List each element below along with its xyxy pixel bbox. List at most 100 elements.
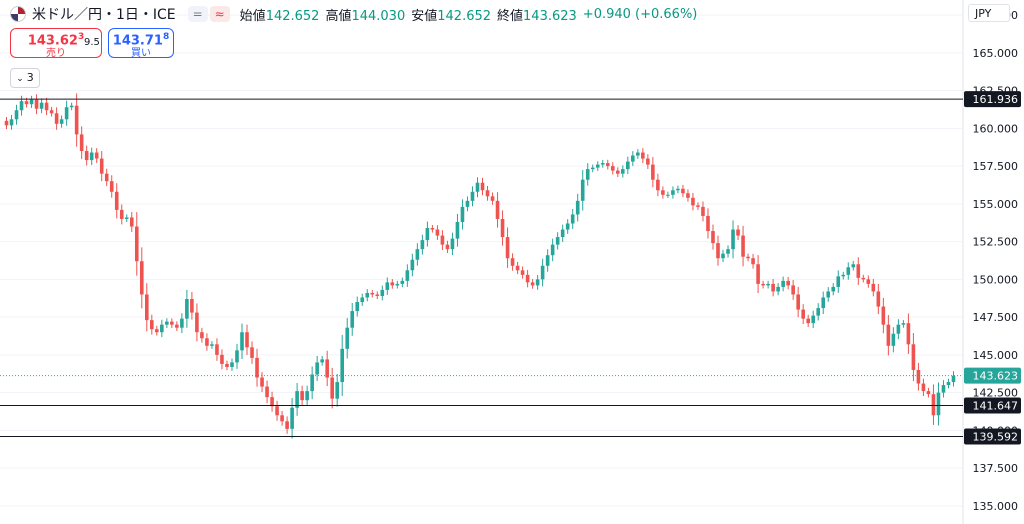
open-label: 始値 <box>239 8 266 24</box>
candle-body <box>295 391 299 408</box>
candle-body <box>535 279 540 286</box>
candle-body <box>520 270 525 275</box>
candle-body <box>370 292 375 295</box>
y-tick-label: 137.500 <box>973 462 1019 475</box>
candle-body <box>395 283 400 286</box>
candle-body <box>671 190 675 195</box>
candle-body <box>285 421 289 429</box>
candle-body <box>270 397 274 407</box>
candle-body <box>114 191 119 210</box>
candle-body <box>801 309 805 319</box>
candle-body <box>355 302 360 312</box>
candle-body <box>79 134 84 152</box>
candle-body <box>465 200 470 207</box>
y-tick-label: 155.000 <box>973 198 1019 211</box>
candle-body <box>29 99 34 105</box>
candle-body <box>54 113 59 124</box>
candle-body <box>235 350 239 363</box>
candle-body <box>891 333 896 346</box>
candle-body <box>726 249 730 254</box>
candle-body <box>555 237 560 245</box>
sell-button[interactable]: 143.623 売り <box>10 28 102 60</box>
candle-body <box>711 231 715 244</box>
candle-body <box>731 229 735 250</box>
candle-body <box>165 321 169 325</box>
symbol-title[interactable]: 米ドル／円・1日・ICE <box>32 7 176 23</box>
candle-body <box>310 374 314 392</box>
close-value: 終値143.623 <box>497 8 577 24</box>
candle-body <box>275 406 279 416</box>
line-label-box <box>964 91 1021 108</box>
candle-body <box>691 197 695 206</box>
candle-body <box>124 217 129 219</box>
indicator-collapse-button[interactable]: ⌄ 3 <box>10 68 40 88</box>
candle-body <box>525 274 530 283</box>
candle-body <box>751 258 755 265</box>
y-tick-label: 147.500 <box>973 311 1019 324</box>
candle-body <box>926 391 931 395</box>
candle-body <box>841 274 846 277</box>
high-label: 高値 <box>325 8 352 24</box>
candle-body <box>896 324 901 334</box>
candle-body <box>701 206 705 216</box>
candle-body <box>911 344 916 370</box>
candle-body <box>119 209 124 219</box>
candle-body <box>756 264 760 284</box>
chart-legend: 米ドル／円・1日・ICE = ≈ 始値142.652 高値144.030 安値1… <box>10 4 697 24</box>
chart-type-pill[interactable]: = ≈ <box>187 6 230 22</box>
candle-body <box>781 280 785 287</box>
candle-body <box>681 188 685 194</box>
candle-body <box>610 166 615 171</box>
candle-body <box>776 286 780 292</box>
candle-body <box>59 119 64 124</box>
candle-body <box>696 205 700 207</box>
candle-body <box>530 282 535 286</box>
candle-body <box>706 215 710 232</box>
candle-body <box>831 286 836 292</box>
candle-body <box>510 258 515 266</box>
candle-body <box>210 344 214 346</box>
buy-button[interactable]: 143.718 買い <box>108 28 174 59</box>
candle-body <box>871 283 876 292</box>
candle-body <box>180 318 184 328</box>
candle-body <box>686 193 690 198</box>
candle-body <box>716 243 720 259</box>
y-tick-label: 160.000 <box>973 122 1019 135</box>
candle-body <box>651 164 655 180</box>
candle-body <box>44 102 49 111</box>
candle-body <box>24 101 29 105</box>
candle-body <box>129 217 134 227</box>
candle-body <box>9 119 14 126</box>
pill-right-icon[interactable]: ≈ <box>209 6 230 22</box>
candle-body <box>886 324 891 346</box>
pill-left-icon[interactable]: = <box>187 6 208 22</box>
y-tick-label: 152.500 <box>973 236 1019 249</box>
candle-body <box>565 223 570 230</box>
candle-body <box>134 226 139 262</box>
candle-body <box>305 391 309 401</box>
candle-body <box>936 392 941 416</box>
candle-body <box>480 182 485 191</box>
candle-body <box>590 167 595 170</box>
low-value: 安値142.652 <box>411 8 492 24</box>
candle-body <box>435 229 440 236</box>
sell-label: 売り <box>46 48 66 60</box>
candle-body <box>220 354 224 364</box>
candle-body <box>500 218 505 238</box>
candle-body <box>901 323 906 325</box>
candle-body <box>445 244 450 250</box>
candle-body <box>320 359 324 363</box>
y-tick-label: 165.000 <box>973 47 1019 60</box>
candle-body <box>585 169 590 180</box>
candle-body <box>515 265 520 271</box>
candle-body <box>350 311 355 328</box>
currency-selector[interactable]: JPY <box>968 4 1010 22</box>
candle-body <box>876 291 881 307</box>
spread-value: 9.5 <box>84 37 100 48</box>
candle-body <box>245 332 249 348</box>
y-tick-label: 145.000 <box>973 349 1019 362</box>
candle-body <box>380 289 385 296</box>
candle-body <box>155 329 159 333</box>
candle-body <box>190 298 194 313</box>
